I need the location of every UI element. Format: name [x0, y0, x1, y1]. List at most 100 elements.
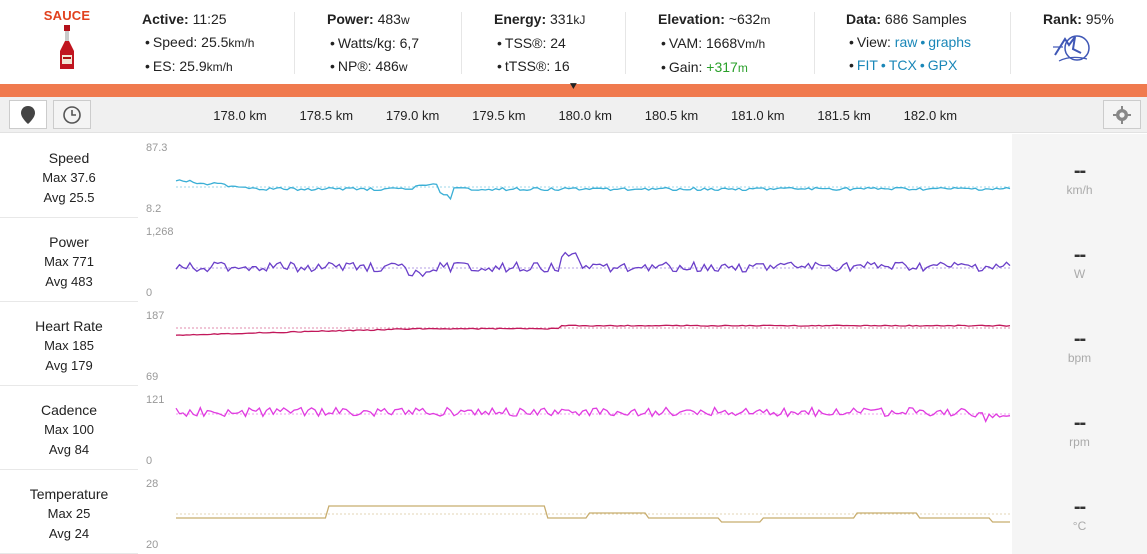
stream-plot-temp — [176, 505, 1010, 523]
stream-plot-speed — [175, 179, 1011, 201]
distance-tick-label: 181.0 km — [731, 108, 785, 123]
stream-max: Max 25 — [47, 506, 91, 521]
stream-avg: Avg 25.5 — [43, 190, 95, 205]
stream-line-cadence — [175, 406, 1011, 424]
stream-row-hr: Heart Rate Max 185 Avg 179 187 69 -- bpm — [0, 302, 1147, 386]
stream-avg: Avg 483 — [45, 274, 93, 289]
active-stat: Active: 11:25 Speed: 25.5km/h ES: 25.9km… — [142, 8, 254, 79]
readout-value: -- — [1073, 160, 1086, 182]
stream-chart-area[interactable] — [138, 302, 1012, 386]
stream-avg: Avg 179 — [45, 358, 93, 373]
distance-tick-label: 181.5 km — [817, 108, 871, 123]
stream-label: Speed Max 37.6 Avg 25.5 — [0, 148, 138, 208]
y-axis-max: 187 — [146, 310, 165, 322]
y-axis-max: 87.3 — [146, 142, 168, 154]
stream-plot-hr — [175, 324, 1011, 336]
collapse-bar[interactable]: ⯆ — [0, 81, 1147, 97]
gear-icon — [1113, 105, 1131, 124]
divider — [294, 12, 295, 74]
stream-name: Cadence — [40, 402, 98, 418]
stream-avg: Avg 84 — [48, 442, 90, 457]
readout-value: -- — [1073, 244, 1086, 266]
readout-unit: bpm — [1067, 351, 1092, 365]
divider — [1010, 12, 1011, 74]
elevation-stat: Elevation: ~632m VAM: 1668Vm/h Gain: +31… — [658, 8, 770, 80]
readout-value: -- — [1073, 496, 1086, 518]
export-fit-link[interactable]: FIT — [856, 57, 878, 73]
chevron-down-icon[interactable]: ⯆ — [569, 81, 578, 93]
distance-tick-label: 178.5 km — [299, 108, 354, 123]
stream-max: Max 771 — [44, 254, 94, 269]
stream-readout: -- bpm — [1012, 302, 1147, 386]
export-tcx-link[interactable]: TCX — [888, 57, 917, 73]
stream-name: Speed — [48, 150, 90, 166]
stream-name: Heart Rate — [35, 318, 103, 334]
stream-label: Power Max 771 Avg 483 — [0, 232, 138, 292]
stream-label: Heart Rate Max 185 Avg 179 — [0, 316, 138, 376]
readout-unit: rpm — [1069, 435, 1090, 449]
stream-max: Max 37.6 — [42, 170, 96, 185]
export-gpx-link[interactable]: GPX — [927, 57, 958, 73]
stream-max: Max 100 — [44, 422, 94, 437]
distance-tick-label: 178.0 km — [213, 108, 267, 123]
readout-value: -- — [1073, 328, 1086, 350]
chart-toolbar: 178.0 km 178.5 km 179.0 km 179.5 km 180.0 km… — [0, 97, 1147, 133]
readout-unit: W — [1073, 267, 1086, 281]
stream-readout: -- W — [1012, 218, 1147, 302]
divider — [625, 12, 626, 74]
divider — [814, 12, 815, 74]
sauce-logo: SAUCE — [38, 8, 96, 71]
energy-stat: Energy: 331kJ TSS®: 24 tTSS®: 16 — [494, 8, 585, 78]
stream-row-speed: Speed Max 37.6 Avg 25.5 87.3 8.2 -- km/h — [0, 134, 1147, 218]
y-axis-min: 0 — [146, 287, 153, 299]
stream-readout: -- °C — [1012, 470, 1147, 554]
stream-line-power — [175, 251, 1011, 278]
distance-tick-label: 179.0 km — [385, 108, 440, 123]
y-axis-max: 121 — [146, 394, 165, 406]
stream-name: Power — [49, 234, 89, 250]
stream-max: Max 185 — [44, 338, 94, 353]
stream-plot-cadence — [175, 406, 1011, 424]
world-tour-badge-icon — [1053, 35, 1090, 62]
stream-chart-area[interactable] — [138, 386, 1012, 470]
distance-tick-label: 179.5 km — [472, 108, 526, 123]
stream-plot-power — [175, 251, 1011, 278]
y-axis-min: 20 — [146, 539, 159, 551]
logo-text: SAUCE — [43, 8, 91, 23]
settings-button[interactable] — [1103, 100, 1141, 129]
data-stat: Data: 686 Samples View: raw•graphs FIT•T… — [846, 8, 971, 77]
y-axis-min: 69 — [146, 371, 159, 383]
distance-tick-label: 182.0 km — [903, 108, 958, 123]
readout-value: -- — [1073, 412, 1086, 434]
view-raw-link[interactable]: raw — [894, 34, 918, 50]
stream-row-temp: Temperature Max 25 Avg 24 28 20 -- °C — [0, 470, 1147, 554]
clock-icon — [63, 105, 81, 124]
map-pin-icon — [21, 105, 35, 124]
y-axis-min: 8.2 — [146, 203, 162, 215]
stream-line-speed — [175, 179, 1011, 201]
readout-unit: °C — [1072, 519, 1087, 533]
map-pin-button[interactable] — [9, 100, 47, 129]
stream-row-power: Power Max 771 Avg 483 1,268 0 -- W — [0, 218, 1147, 302]
stream-avg: Avg 24 — [48, 526, 90, 541]
distance-tick-label: 180.0 km — [558, 108, 612, 123]
clock-button[interactable] — [53, 100, 91, 129]
stream-chart-area[interactable] — [138, 218, 1012, 302]
stream-chart-area[interactable] — [138, 470, 1012, 554]
stream-chart-area[interactable] — [138, 134, 1012, 218]
stream-readout: -- rpm — [1012, 386, 1147, 470]
power-stat: Power: 483w Watts/kg: 6,7 NP®: 486w — [327, 8, 419, 79]
y-axis-max: 28 — [146, 478, 159, 490]
y-axis-min: 0 — [146, 455, 153, 467]
view-graphs-link[interactable]: graphs — [928, 34, 972, 50]
y-axis-max: 1,268 — [146, 226, 174, 238]
stream-line-temp — [176, 505, 1010, 523]
stream-readout: -- km/h — [1012, 134, 1147, 218]
stats-header: SAUCE Active: 11:25 Speed: 25.5km/h ES: … — [0, 0, 1147, 84]
rank-stat: Rank: 95% — [1043, 8, 1114, 72]
distance-tick-label: 180.5 km — [644, 108, 699, 123]
stream-name: Temperature — [29, 486, 109, 502]
stream-row-cadence: Cadence Max 100 Avg 84 121 0 -- rpm — [0, 386, 1147, 470]
stream-label: Temperature Max 25 Avg 24 — [0, 484, 138, 544]
readout-unit: km/h — [1066, 183, 1093, 197]
